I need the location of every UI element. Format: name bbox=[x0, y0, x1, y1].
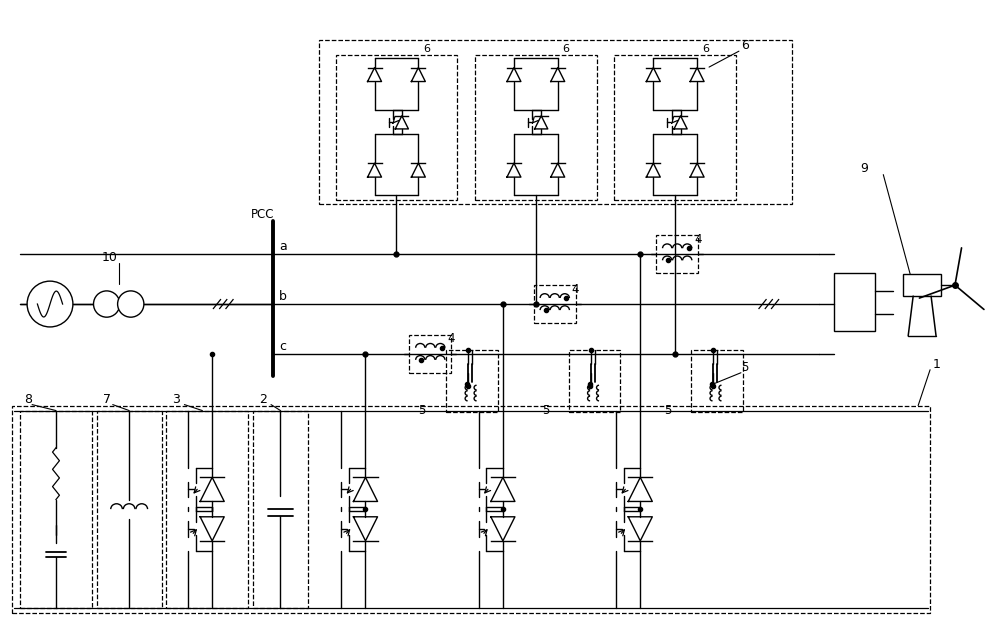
Text: 5: 5 bbox=[741, 361, 748, 374]
Bar bbox=[569, 350, 620, 411]
Text: 4: 4 bbox=[447, 332, 455, 346]
Text: PCC: PCC bbox=[251, 208, 275, 222]
Text: 4: 4 bbox=[694, 233, 701, 246]
Text: 6: 6 bbox=[702, 44, 709, 54]
Text: 2: 2 bbox=[259, 393, 267, 406]
Text: 4: 4 bbox=[571, 283, 579, 295]
Bar bbox=[97, 411, 162, 608]
Text: a: a bbox=[279, 240, 287, 254]
Bar bbox=[656, 235, 698, 273]
Text: 6: 6 bbox=[563, 44, 570, 54]
Text: 6: 6 bbox=[423, 44, 430, 54]
Text: 7: 7 bbox=[103, 393, 111, 406]
Text: 5: 5 bbox=[542, 404, 549, 416]
Bar bbox=[253, 411, 308, 608]
Bar bbox=[409, 335, 451, 372]
Bar bbox=[446, 350, 498, 411]
Bar bbox=[336, 55, 457, 200]
Text: 10: 10 bbox=[102, 251, 118, 264]
Text: 9: 9 bbox=[860, 162, 868, 175]
Text: 6: 6 bbox=[741, 39, 749, 52]
Bar bbox=[691, 350, 743, 411]
Text: 5: 5 bbox=[664, 404, 672, 416]
Bar bbox=[534, 285, 576, 323]
Bar bbox=[903, 274, 941, 296]
Bar bbox=[319, 40, 792, 205]
Text: c: c bbox=[279, 340, 286, 353]
Bar bbox=[20, 411, 92, 608]
Circle shape bbox=[118, 291, 144, 317]
Bar bbox=[834, 273, 875, 331]
Bar bbox=[614, 55, 736, 200]
Bar bbox=[12, 406, 930, 613]
Bar bbox=[166, 411, 248, 608]
Text: 8: 8 bbox=[24, 393, 32, 406]
Circle shape bbox=[27, 281, 73, 327]
Bar bbox=[475, 55, 597, 200]
Text: 1: 1 bbox=[933, 357, 941, 371]
Text: 3: 3 bbox=[172, 393, 180, 406]
Circle shape bbox=[94, 291, 120, 317]
Text: b: b bbox=[279, 290, 287, 303]
Text: 5: 5 bbox=[418, 404, 426, 416]
